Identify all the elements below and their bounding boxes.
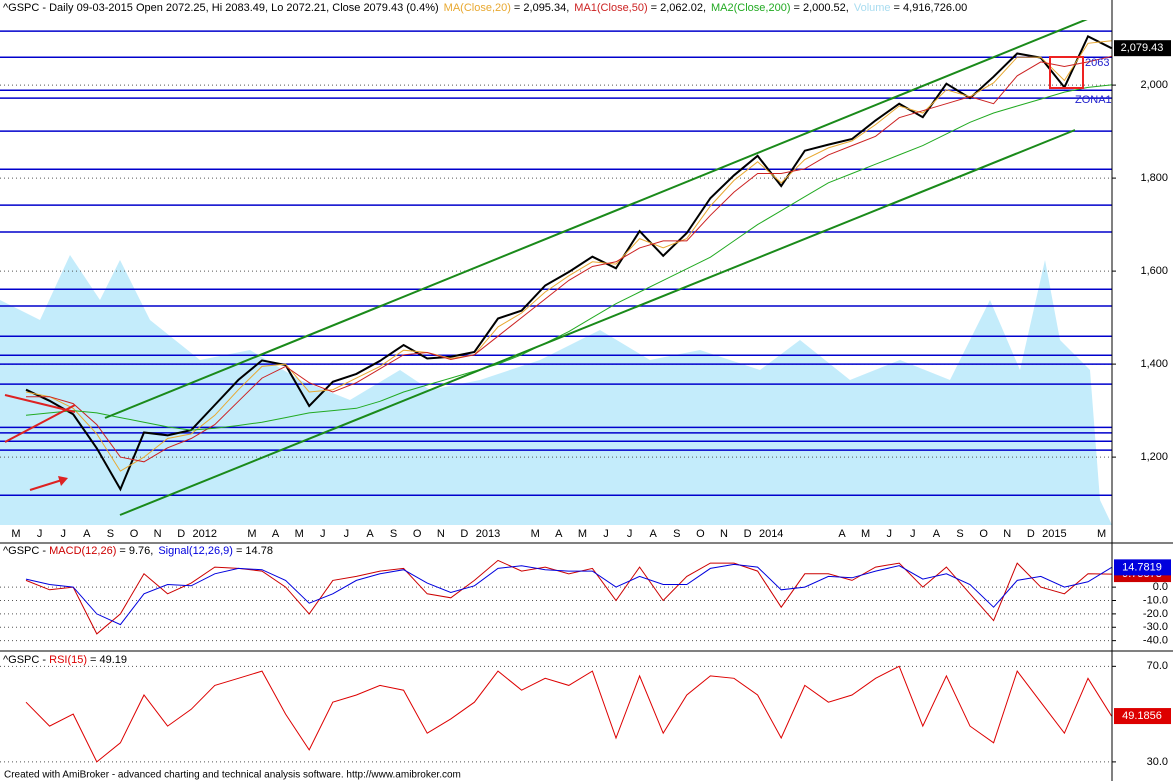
y-tick-label: -10.0 [1143,594,1168,606]
y-tick-label: 1,800 [1140,172,1168,184]
legend-value: = 14.78 [236,545,273,557]
x-tick-label: N [720,528,728,540]
y-tick-label: -20.0 [1143,608,1168,620]
legend-name: MA2(Close,200) [711,2,790,14]
x-tick-label: J [886,528,892,540]
x-tick-label: M [861,528,870,540]
x-tick-label: M [11,528,20,540]
legend-name: RSI(15) [49,654,87,666]
legend-value: = 2,095.34, [514,2,569,14]
x-tick-label: O [413,528,422,540]
legend-value: = 49.19 [90,654,127,666]
x-tick-label: M [295,528,304,540]
y-tick-label: 30.0 [1147,756,1168,768]
x-tick-label: J [627,528,633,540]
header-title: ^GSPC - Daily 09-03-2015 Open 2072.25, H… [3,2,439,14]
last-value-label: 2,079.43 [1121,42,1164,54]
last-value-box [1114,708,1171,725]
legend-value: = 9.76, [119,545,153,557]
legend-name: Signal(12,26,9) [158,545,233,557]
series-line [25,665,1112,763]
macd-panel [0,559,1112,642]
legend-value: = 2,000.52, [793,2,848,14]
panel-header: ^GSPC - RSI(15) = 49.19 [3,654,127,666]
x-tick-label: O [130,528,139,540]
x-tick-label: A [83,528,91,540]
x-tick-label: S [956,528,963,540]
legend-value: = 2,062.02, [651,2,706,14]
legend-name: MACD(12,26) [49,545,116,557]
legend-name: Volume [854,2,891,14]
annotation: 2063 [1085,57,1109,69]
x-tick-label: A [366,528,374,540]
x-tick-label: J [910,528,916,540]
last-value-label: 49.1856 [1122,710,1162,722]
annotation: ZONA1 [1075,94,1112,106]
legend-value: = 4,916,726.00 [894,2,968,14]
y-tick-label: 1,200 [1140,451,1168,463]
x-tick-label: J [603,528,609,540]
x-tick-label: M [531,528,540,540]
x-tick-label: S [107,528,114,540]
legend-name: MA(Close,20) [444,2,511,14]
x-tick-label: M [247,528,256,540]
y-tick-label: 2,000 [1140,79,1168,91]
x-tick-label: N [1003,528,1011,540]
header-prefix: ^GSPC - [3,545,49,557]
x-tick-label: 2012 [193,528,217,540]
x-tick-label: J [60,528,66,540]
x-tick-label: N [437,528,445,540]
y-tick-label: 1,400 [1140,358,1168,370]
x-tick-label: A [933,528,941,540]
x-tick-label: S [390,528,397,540]
y-tick-label: 70.0 [1147,660,1168,672]
x-tick-label: 2015 [1042,528,1066,540]
x-tick-label: S [673,528,680,540]
x-tick-label: A [555,528,563,540]
x-tick-label: M [1097,528,1106,540]
series-line [25,563,1112,626]
price-panel [0,30,1112,496]
x-tick-label: A [650,528,658,540]
x-tick-label: J [344,528,350,540]
x-tick-label: A [838,528,846,540]
y-tick-label: 0.0 [1153,581,1168,593]
last-value-label: 14.7819 [1122,561,1162,573]
x-tick-label: O [696,528,705,540]
x-tick-label: M [578,528,587,540]
legend-name: MA1(Close,50) [574,2,647,14]
x-tick-label: N [154,528,162,540]
x-tick-label: D [744,528,752,540]
x-tick-label: J [37,528,43,540]
footer: Created with AmiBroker - advanced charti… [4,770,461,781]
x-tick-label: J [320,528,326,540]
panel-header: ^GSPC - MACD(12,26) = 9.76, Signal(12,26,9… [3,545,273,557]
panel-header: ^GSPC - Daily 09-03-2015 Open 2072.25, H… [3,2,967,14]
x-tick-label: 2013 [476,528,500,540]
x-tick-label: 2014 [759,528,783,540]
trend-lines [4,20,1088,516]
x-tick-label: A [272,528,280,540]
series-line [25,40,1112,472]
last-value-box [1114,40,1171,57]
last-value-box [1114,559,1171,576]
y-tick-label: -40.0 [1143,635,1168,647]
volume-area [0,255,1112,525]
x-tick-label: D [1027,528,1035,540]
x-tick-label: O [979,528,988,540]
series-line [25,84,1112,431]
series-line [25,34,1112,492]
y-tick-label: -30.0 [1143,621,1168,633]
rsi-panel [0,665,1112,763]
header-prefix: ^GSPC - [3,654,49,666]
y-tick-label: 1,600 [1140,265,1168,277]
x-tick-label: D [177,528,185,540]
x-tick-label: D [460,528,468,540]
series-line [25,559,1112,635]
